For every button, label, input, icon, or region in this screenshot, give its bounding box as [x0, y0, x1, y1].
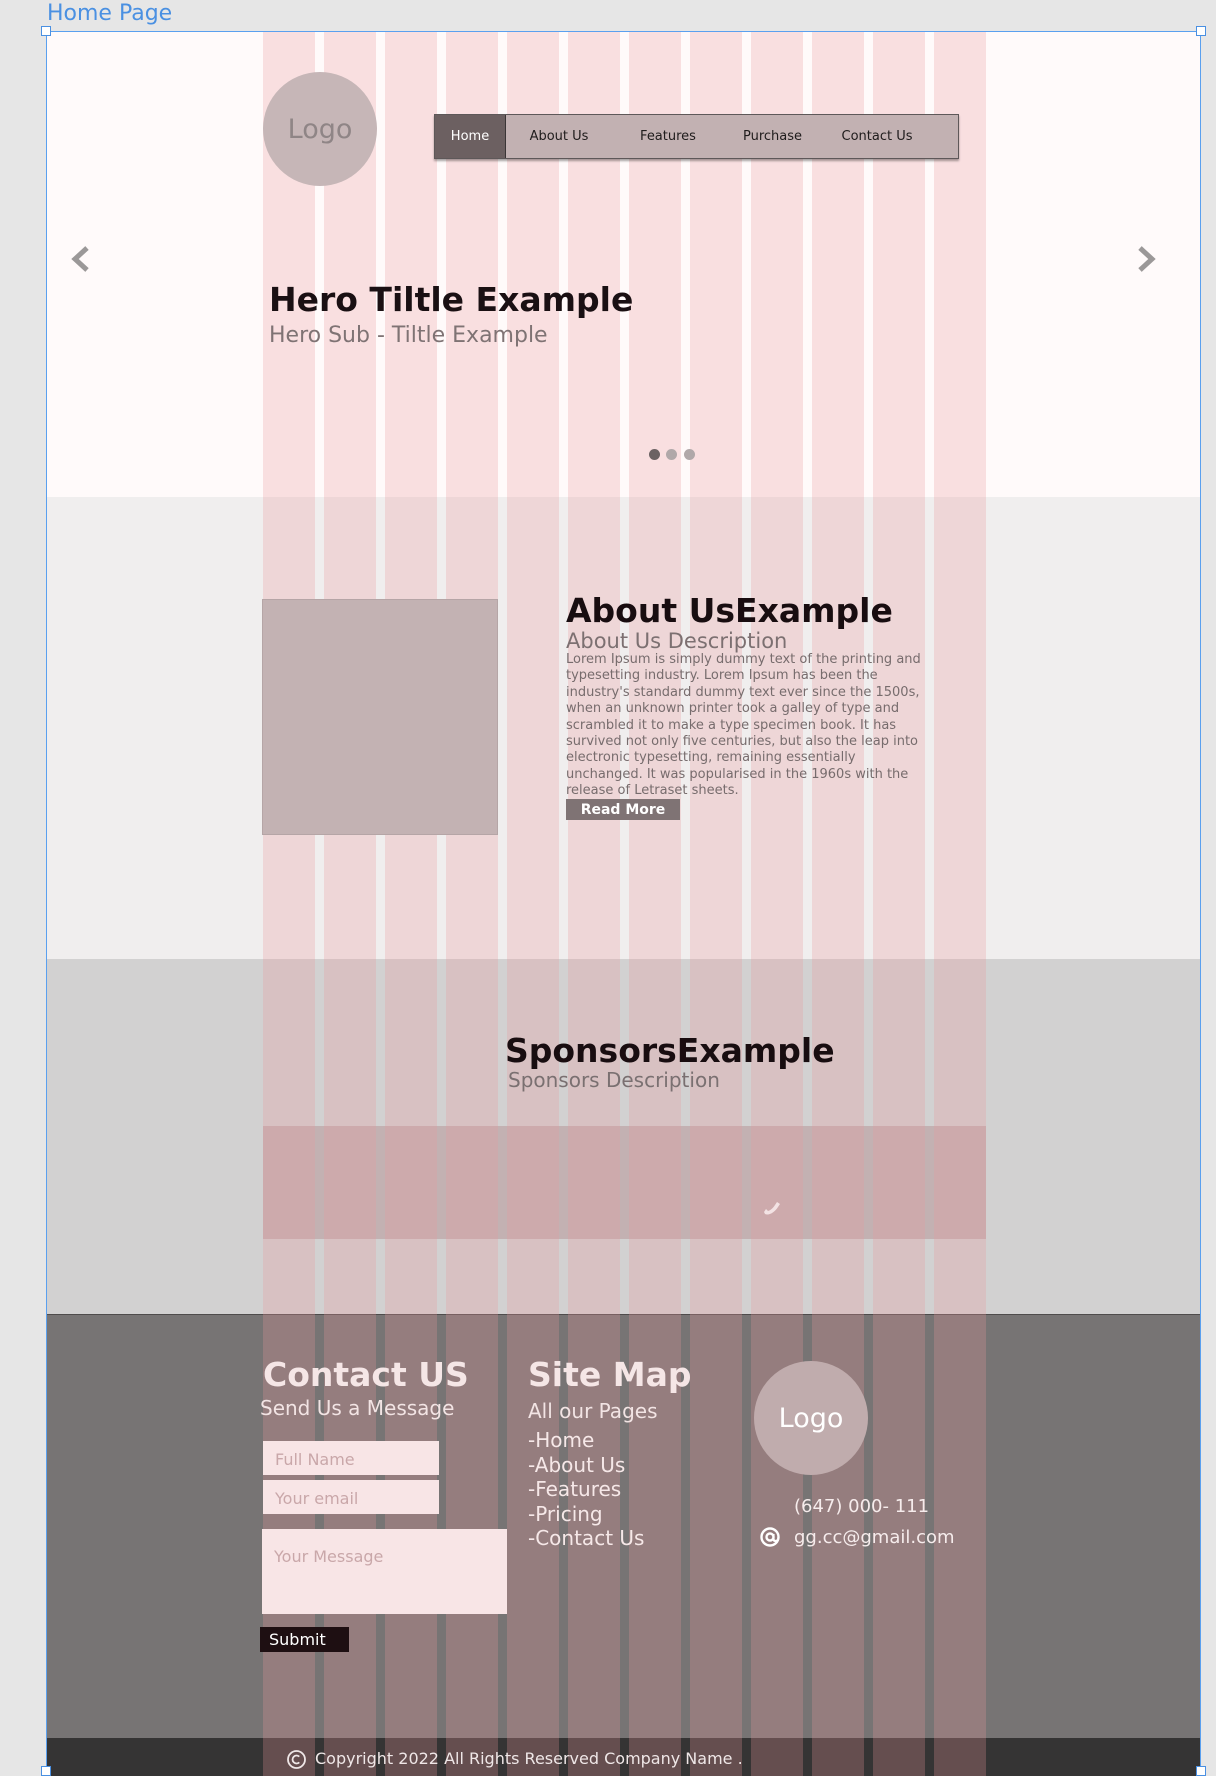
carousel-dot-1[interactable] [649, 449, 660, 460]
resize-handle-top-left[interactable] [41, 26, 51, 36]
frame-label[interactable]: Home Page [47, 1, 173, 26]
sitemap-list: -Home -About Us -Features -Pricing -Cont… [528, 1428, 644, 1551]
copyright-icon [286, 1749, 307, 1770]
nav-contact-us[interactable]: Contact Us [841, 129, 913, 144]
header-logo[interactable]: Logo [263, 72, 377, 186]
sitemap-link-contact-us[interactable]: -Contact Us [528, 1526, 645, 1550]
sitemap-title: Site Map [528, 1355, 692, 1394]
copyright-bar [47, 1738, 1200, 1776]
about-section [47, 497, 1200, 959]
about-body-text: Lorem Ipsum is simply dummy text of the … [566, 652, 921, 799]
nav-purchase[interactable]: Purchase [742, 129, 803, 144]
sponsor-logos-strip [263, 1126, 986, 1239]
hero-section [47, 32, 1200, 497]
sitemap-link-home[interactable]: -Home [528, 1428, 595, 1452]
copyright-text: Copyright 2022 All Rights Reserved Compa… [315, 1749, 743, 1768]
carousel-dot-2[interactable] [666, 449, 677, 460]
nav-about-us[interactable]: About Us [529, 129, 589, 144]
nav-home[interactable]: Home [435, 115, 506, 158]
chevron-left-icon[interactable] [69, 242, 93, 282]
hero-title: Hero Tiltle Example [269, 280, 634, 319]
phone-icon [760, 1196, 784, 1220]
hero-subtitle: Hero Sub - Tiltle Example [269, 323, 548, 348]
sitemap-link-features[interactable]: -Features [528, 1477, 622, 1501]
sponsors-subtitle: Sponsors Description [508, 1068, 720, 1092]
resize-handle-bottom-right[interactable] [1196, 1766, 1206, 1776]
read-more-button[interactable]: Read More [566, 799, 680, 820]
resize-handle-top-right[interactable] [1196, 26, 1206, 36]
about-title: About UsExample [566, 591, 893, 630]
contact-subtitle: Send Us a Message [260, 1396, 455, 1420]
sitemap-subtitle: All our Pages [528, 1399, 658, 1423]
resize-handle-bottom-left[interactable] [41, 1766, 51, 1776]
at-icon [759, 1526, 781, 1548]
submit-button[interactable]: Submit [260, 1627, 349, 1652]
email-field[interactable]: Your email [263, 1480, 439, 1514]
sponsors-title: SponsorsExample [505, 1031, 835, 1070]
about-image-placeholder [262, 599, 498, 835]
contact-title: Contact US [263, 1355, 469, 1394]
footer-logo[interactable]: Logo [754, 1361, 868, 1475]
phone-number: (647) 000- 111 [794, 1496, 930, 1517]
sitemap-link-pricing[interactable]: -Pricing [528, 1501, 603, 1526]
nav-features[interactable]: Features [640, 129, 696, 144]
chevron-right-icon[interactable] [1134, 242, 1158, 282]
footer-section [47, 1314, 1200, 1739]
carousel-dot-3[interactable] [684, 449, 695, 460]
home-page-artboard[interactable]: Logo Home About Us Features Purchase Con… [46, 31, 1201, 1776]
nav-bar: Home About Us Features Purchase Contact … [434, 114, 959, 159]
message-field[interactable]: Your Message [262, 1529, 507, 1614]
sitemap-link-about-us[interactable]: -About Us [528, 1452, 626, 1477]
email-address[interactable]: gg.cc@gmail.com [794, 1527, 955, 1548]
about-subtitle: About Us Description [566, 629, 788, 653]
full-name-field[interactable]: Full Name [263, 1441, 439, 1475]
